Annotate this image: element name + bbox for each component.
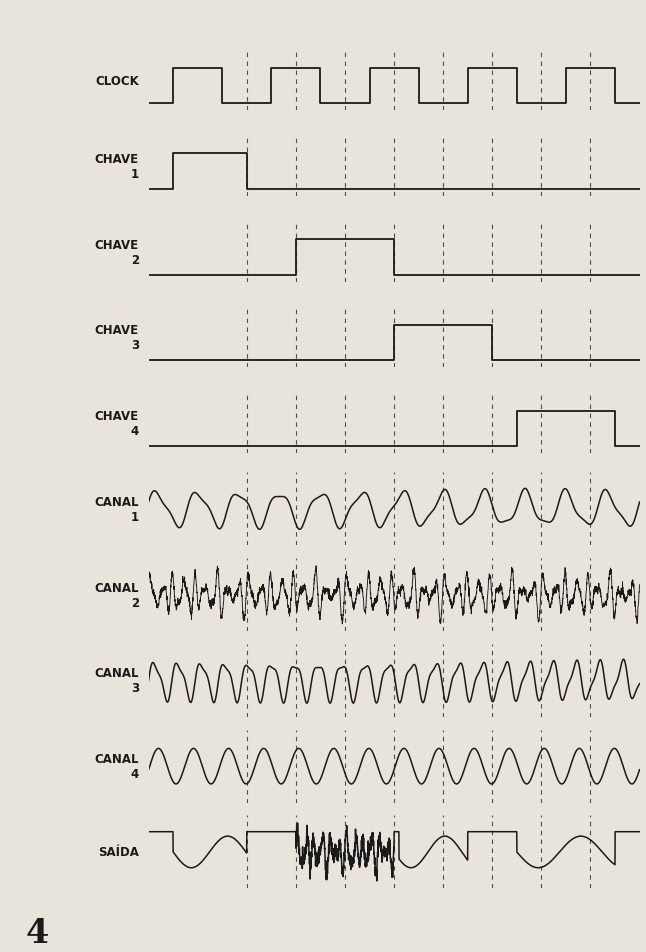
Text: CANAL
4: CANAL 4 [94, 752, 139, 781]
Text: CHAVE
1: CHAVE 1 [95, 152, 139, 181]
Text: CHAVE
4: CHAVE 4 [95, 409, 139, 438]
Text: CANAL
1: CANAL 1 [94, 495, 139, 524]
Text: CLOCK: CLOCK [95, 74, 139, 88]
Text: CANAL
2: CANAL 2 [94, 581, 139, 609]
Text: 4: 4 [26, 917, 49, 949]
Text: CANAL
3: CANAL 3 [94, 666, 139, 695]
Text: CHAVE
3: CHAVE 3 [95, 324, 139, 352]
Text: SAÍDA: SAÍDA [98, 845, 139, 859]
Text: CHAVE
2: CHAVE 2 [95, 238, 139, 267]
